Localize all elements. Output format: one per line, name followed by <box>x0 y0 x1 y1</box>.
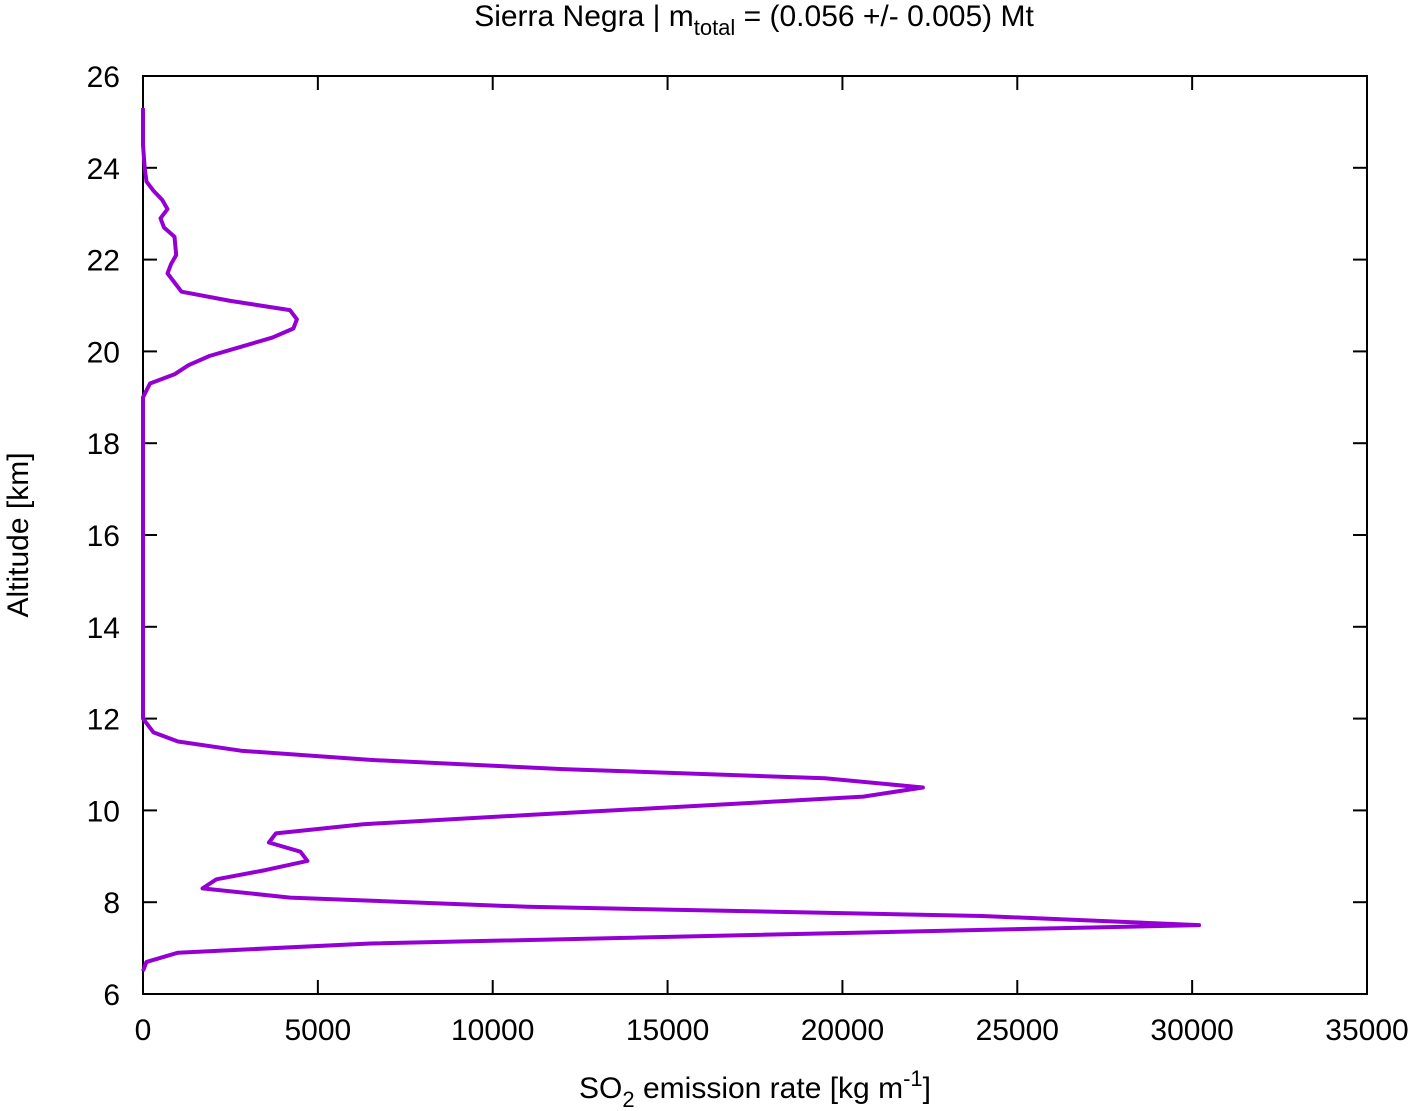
x-axis-label: SO2 emission rate [kg m-1] <box>579 1066 931 1111</box>
y-tick-label: 16 <box>87 520 120 553</box>
y-tick-label: 22 <box>87 245 120 278</box>
y-tick-label: 10 <box>87 795 120 828</box>
y-tick-label: 24 <box>87 153 120 186</box>
x-tick-label: 15000 <box>626 1014 709 1047</box>
emission-line <box>141 108 1202 972</box>
y-tick-label: 12 <box>87 704 120 737</box>
y-tick-label: 26 <box>87 61 120 94</box>
x-tick-label: 0 <box>135 1014 152 1047</box>
x-label-subscript: 2 <box>622 1087 634 1111</box>
x-tick-label: 35000 <box>1325 1014 1408 1047</box>
x-label-rest: emission rate [kg m <box>635 1072 903 1105</box>
x-label-superscript: -1 <box>903 1066 923 1091</box>
x-tick-label: 25000 <box>976 1014 1059 1047</box>
y-tick-label: 18 <box>87 428 120 461</box>
y-tick-label: 8 <box>103 887 120 920</box>
title-subscript: total <box>694 15 736 40</box>
y-tick-label: 14 <box>87 612 120 645</box>
title-rest: = (0.056 +/- 0.005) Mt <box>735 0 1034 33</box>
y-tick-label: 20 <box>87 336 120 369</box>
x-label-text: SO <box>579 1072 622 1105</box>
x-tick-label: 20000 <box>801 1014 884 1047</box>
x-label-end: ] <box>923 1072 931 1105</box>
plot-frame <box>142 75 1368 995</box>
x-tick-label: 5000 <box>284 1014 351 1047</box>
y-axis-label: Altitude [km] <box>2 452 35 617</box>
chart-title: Sierra Negra | mtotal = (0.056 +/- 0.005… <box>474 0 1034 40</box>
x-tick-label: 10000 <box>451 1014 534 1047</box>
title-text: Sierra Negra | m <box>474 0 694 33</box>
x-tick-label: 30000 <box>1150 1014 1233 1047</box>
y-tick-label: 6 <box>103 979 120 1012</box>
